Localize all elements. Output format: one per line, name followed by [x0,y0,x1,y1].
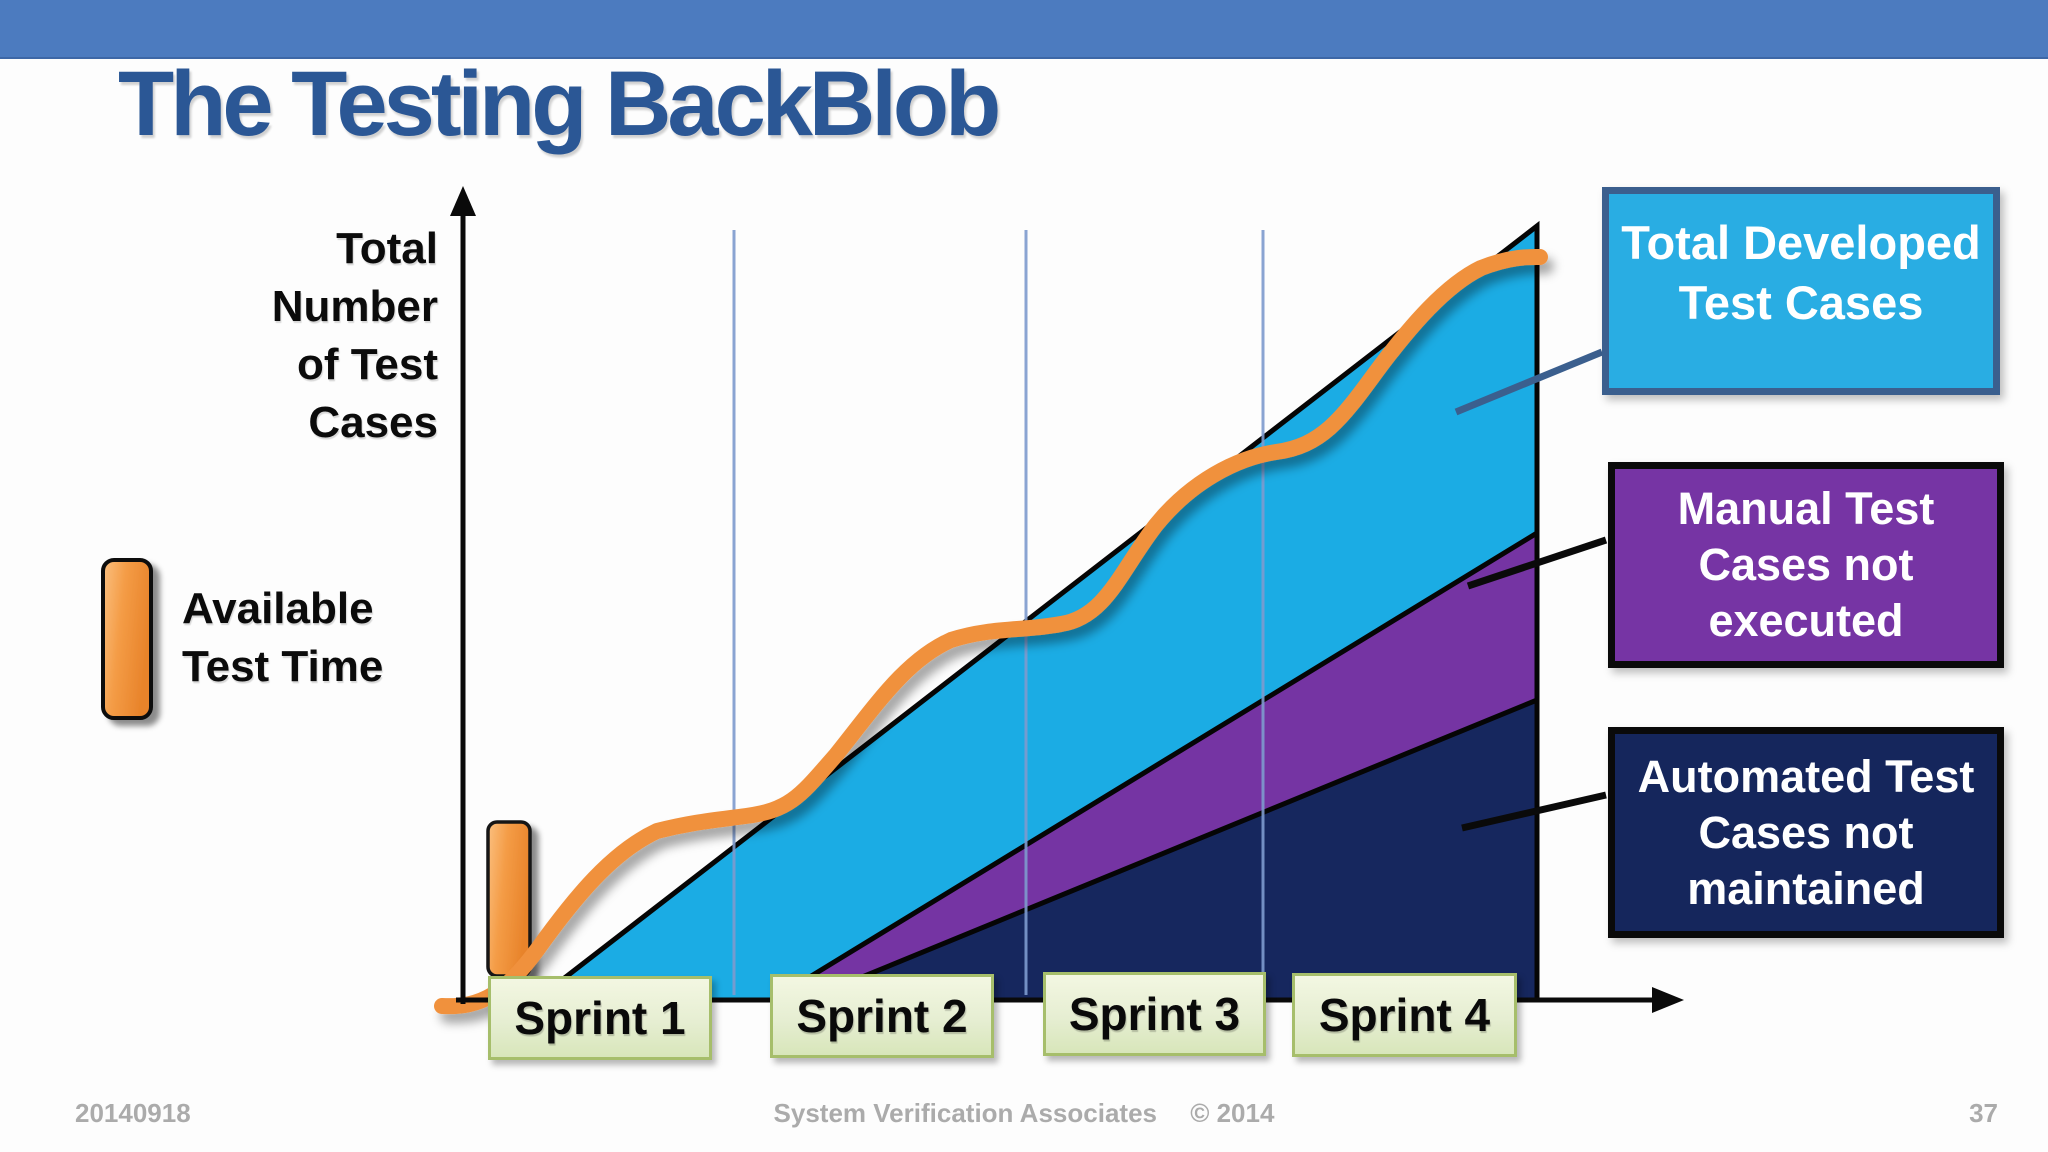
footer-organization: System Verification Associates [773,1098,1157,1128]
x-axis-arrowhead [1652,987,1684,1013]
callout-manual-test-cases-not-executed: Manual Test Cases not executed [1608,462,2004,668]
sprint-label-2: Sprint 2 [770,974,994,1058]
slide-title: The Testing BackBlob [118,53,1001,155]
y-axis-label-line: Number [271,282,438,331]
available-test-time-label: Available Test Time [182,580,383,696]
slide-footer: 20140918 System Verification Associates … [0,1098,2048,1138]
callout-line-automated-not-maintained [1461,791,1607,832]
y-axis-label-line: Total [336,224,438,273]
callout-text-line: Test Cases [1678,276,1924,329]
available-test-time-label-line: Test Time [182,642,384,691]
callout-line-total-developed [1454,348,1604,416]
callout-text-line: Cases not [1698,539,1914,590]
footer-center: System Verification Associates © 2014 [0,1098,2048,1129]
callout-automated-test-cases-not-maintained: Automated Test Cases not maintained [1608,727,2004,938]
y-axis-label-line: of Test [297,340,438,389]
available-test-time-curve [434,248,1548,1015]
footer-page-number: 37 [1969,1098,1998,1128]
sprint-label-1: Sprint 1 [488,976,712,1060]
callout-text-line: executed [1708,595,1904,646]
y-axis-arrowhead [450,186,476,216]
callout-text-line: Automated Test [1637,750,1975,802]
y-axis-label-line: Cases [308,398,438,447]
footer-copyright: © 2014 [1190,1098,1275,1128]
callout-text-line: maintained [1687,862,1925,914]
callout-text-line: Manual Test [1677,483,1935,534]
callout-total-developed-test-cases: Total Developed Test Cases [1602,187,2000,395]
callout-line-manual-not-executed [1466,536,1608,590]
available-test-time-label-line: Available [182,584,374,633]
callout-text-line: Total Developed [1621,216,1981,269]
sprint-label-4: Sprint 4 [1292,973,1517,1057]
top-banner [0,0,2048,59]
available-test-time-bar [486,820,532,978]
callout-text-line: Cases not [1698,806,1914,858]
y-axis-label: Total Number of Test Cases [150,220,438,452]
available-test-time-swatch [101,558,153,720]
sprint-label-3: Sprint 3 [1043,972,1266,1056]
footer-date: 20140918 [75,1098,191,1128]
